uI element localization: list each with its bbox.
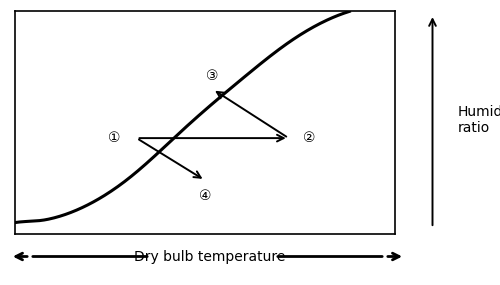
Text: ②: ② bbox=[303, 131, 316, 145]
Text: ①: ① bbox=[108, 131, 120, 145]
Text: ④: ④ bbox=[199, 189, 211, 203]
Text: ③: ③ bbox=[206, 69, 219, 83]
Text: Dry bulb temperature: Dry bulb temperature bbox=[134, 249, 286, 264]
Text: Humidity
ratio: Humidity ratio bbox=[458, 105, 500, 135]
